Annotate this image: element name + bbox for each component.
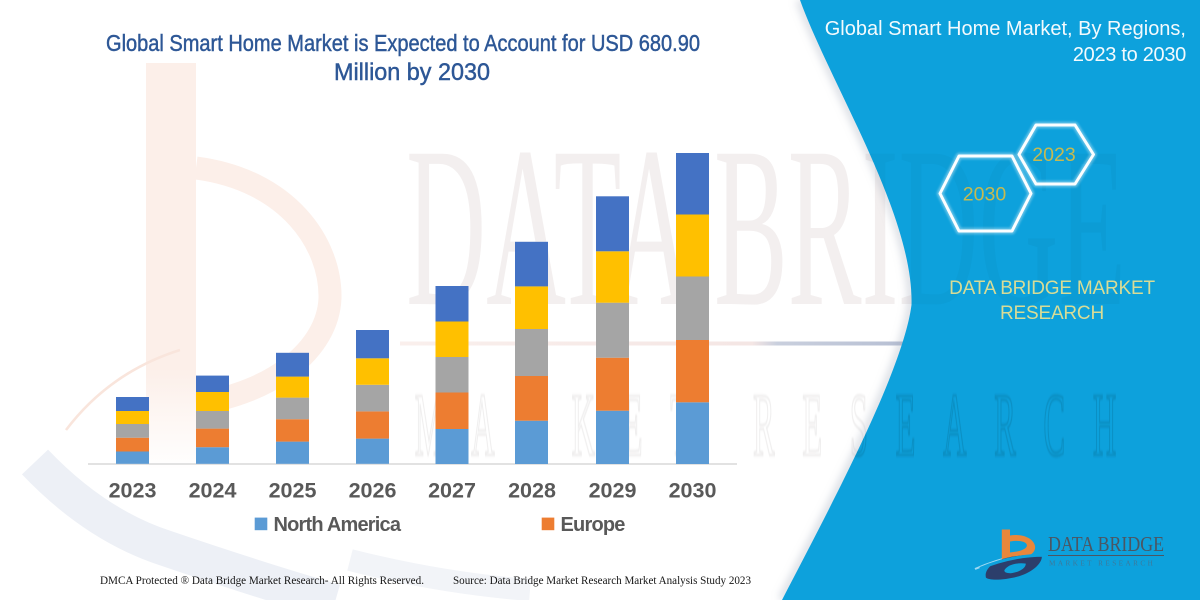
svg-text:RESEARCH: RESEARCH <box>1000 303 1104 324</box>
svg-text:Europe: Europe <box>561 514 626 536</box>
svg-text:North America: North America <box>274 514 402 536</box>
svg-text:2030: 2030 <box>963 184 1007 206</box>
svg-text:2029: 2029 <box>589 479 637 503</box>
svg-text:2025: 2025 <box>269 479 317 503</box>
svg-text:2023 to 2030: 2023 to 2030 <box>1073 44 1186 66</box>
svg-text:2023: 2023 <box>109 479 157 503</box>
svg-text:2030: 2030 <box>669 479 717 503</box>
svg-text:DMCA Protected ® Data Bridge M: DMCA Protected ® Data Bridge Market Rese… <box>100 575 424 587</box>
svg-text:2027: 2027 <box>428 479 476 503</box>
svg-text:Global Smart Home Market is Ex: Global Smart Home Market is Expected to … <box>106 30 700 56</box>
svg-text:DATA BRIDGE MARKET: DATA BRIDGE MARKET <box>949 278 1155 299</box>
svg-text:DATA BRIDGE: DATA BRIDGE <box>1048 532 1164 556</box>
svg-text:Source: Data Bridge Market Res: Source: Data Bridge Market Research Mark… <box>453 575 751 587</box>
svg-text:Million by 2030: Million by 2030 <box>334 59 490 86</box>
svg-text:Global Smart Home Market, By R: Global Smart Home Market, By Regions, <box>825 18 1186 40</box>
svg-text:2028: 2028 <box>508 479 556 503</box>
svg-text:MARKET RESEARCH: MARKET RESEARCH <box>1049 560 1155 568</box>
svg-text:2023: 2023 <box>1032 144 1075 166</box>
svg-text:2026: 2026 <box>349 479 397 503</box>
svg-text:2024: 2024 <box>189 479 237 503</box>
